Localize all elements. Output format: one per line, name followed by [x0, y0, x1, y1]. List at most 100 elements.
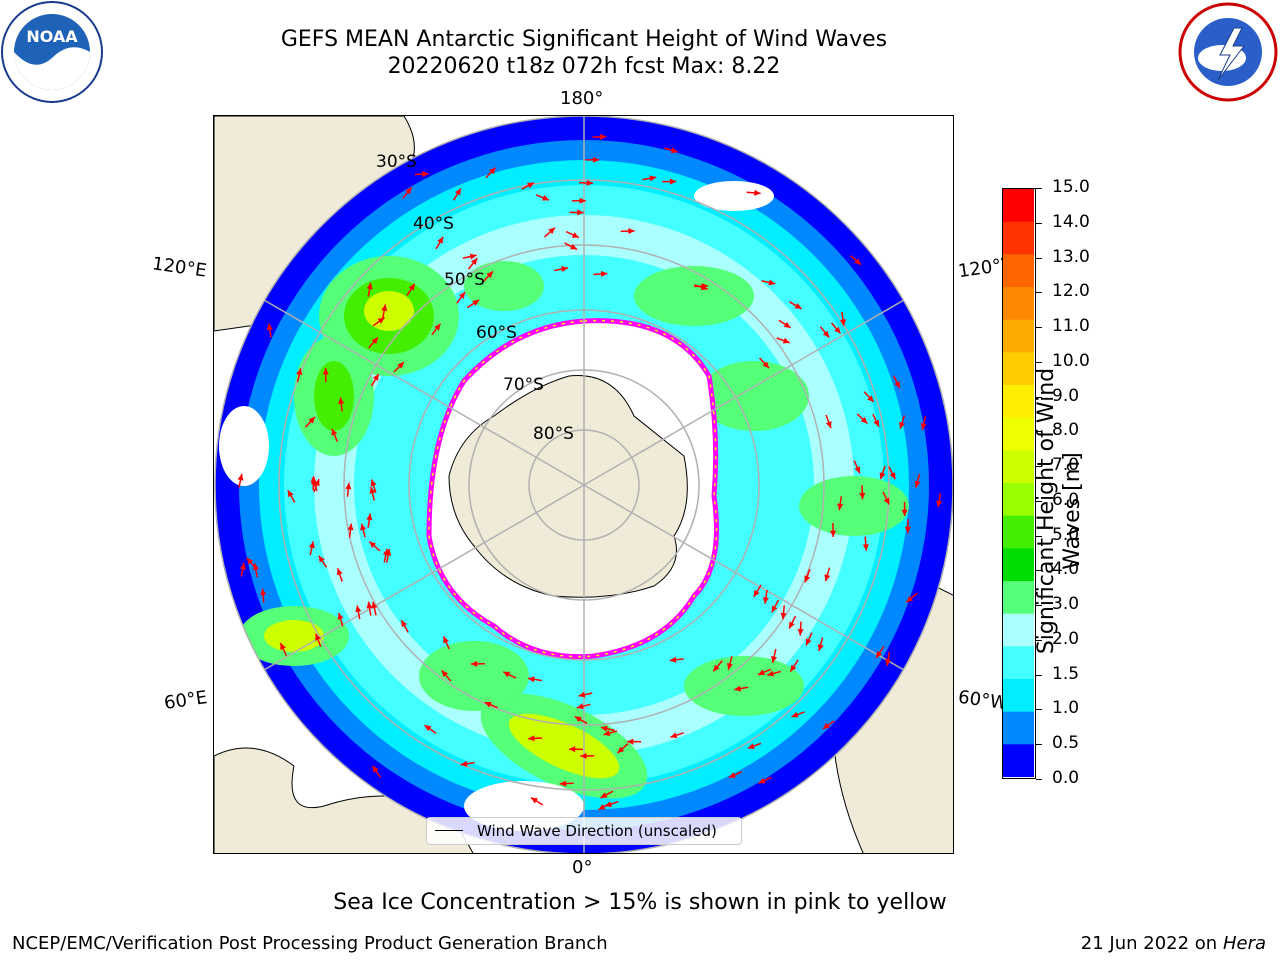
wave-arrow-head [670, 732, 678, 739]
colorbar-tick: 9.0 [1052, 385, 1080, 406]
colorbar-swatch [1003, 254, 1034, 288]
colorbar-tick-mark [1036, 744, 1042, 746]
chart-title: GEFS MEAN Antarctic Significant Height o… [280, 27, 888, 52]
wave-arrow-head [441, 670, 449, 678]
wave-arrow-head [817, 644, 824, 651]
colorbar-swatch [1003, 221, 1034, 255]
wave-arrow-head [385, 549, 392, 556]
wave-arrow-head [246, 557, 254, 565]
map-legend: Wind Wave Direction (unscaled) [426, 817, 742, 845]
wave-arrow-head [315, 633, 321, 641]
wave-arrow-head [424, 725, 432, 732]
colorbar-tick: 5.0 [1052, 524, 1080, 545]
colorbar-swatch [1003, 711, 1034, 745]
wave-arrow-head [669, 656, 677, 663]
wave-arrow-head [879, 472, 886, 480]
colorbar-tick-mark [1036, 292, 1042, 294]
wave-arrow-head [617, 746, 625, 754]
wave-arrow-head [308, 541, 315, 549]
wave-arrow-head [486, 271, 493, 278]
wave-arrow-head [586, 179, 594, 187]
wave-arrow-head [789, 621, 795, 629]
lat-label-30s: 30°S [376, 152, 417, 172]
wave-arrow-head [600, 133, 607, 140]
wave-arrow-head [576, 703, 584, 710]
wave-arrow-head [901, 509, 908, 517]
colorbar-swatch [1003, 646, 1034, 680]
wave-arrow-head [541, 194, 549, 201]
wave-arrow-head [889, 472, 896, 480]
wave-arrow-head [401, 620, 408, 628]
wave-arrow-head [600, 792, 608, 798]
wave-arrow-head [280, 642, 286, 650]
wave-arrow-head [287, 490, 294, 498]
wave-arrow-head [503, 671, 511, 678]
wave-arrow-head [322, 368, 329, 375]
colorbar-tick: 14.0 [1052, 211, 1090, 232]
wave-arrow-head [894, 381, 900, 389]
colorbar-tick-mark [1036, 674, 1042, 676]
colorbar-swatch [1003, 319, 1034, 353]
colorbar-label: Significant Height of Wind Waves [m] [1034, 341, 1086, 681]
lat-label-60s: 60°S [476, 323, 517, 343]
wave-arrow-head [598, 803, 606, 810]
wave-arrow-head [381, 304, 388, 312]
wave-arrow-head [237, 473, 244, 481]
colorbar-gradient [1003, 189, 1034, 778]
wave-arrow-head [728, 772, 736, 778]
wave-arrow-head [867, 395, 874, 402]
wave-arrow-head [669, 178, 677, 185]
colorbar-tick-mark [1036, 605, 1042, 607]
colorbar-swatch [1003, 287, 1034, 321]
wave-arrow-head [577, 209, 584, 216]
colorbar-tick-mark [1036, 570, 1042, 572]
wave-arrow-head [338, 397, 345, 405]
wave-arrow-head [885, 659, 892, 666]
wave-arrow-head [825, 421, 832, 429]
wave-arrow-head [747, 743, 755, 749]
colorbar-tick-mark [1036, 639, 1042, 641]
wave-arrow-head [579, 197, 586, 204]
wave-arrow-head [600, 725, 608, 732]
colorbar-tick-mark [1036, 222, 1042, 224]
wave-arrow-head [484, 701, 492, 708]
wave-arrow-head [443, 636, 449, 644]
lon-label-60e: 60°E [162, 687, 209, 714]
wave-arrow-head [372, 765, 379, 773]
wave-arrow-head [906, 595, 914, 603]
colorbar-tick-mark [1036, 500, 1042, 502]
wind-wave-arrows [237, 133, 943, 811]
wave-arrow-head [252, 563, 259, 571]
lon-label-120e: 120°E [150, 253, 208, 282]
wave-arrow-head [830, 530, 837, 537]
wave-arrow-head [758, 777, 766, 784]
wave-arrow-head [790, 664, 797, 672]
wave-arrow-head [726, 662, 733, 670]
colorbar-tick: 13.0 [1052, 246, 1090, 267]
host-text: Hera [1222, 933, 1266, 954]
colorbar-swatch [1003, 548, 1034, 582]
colorbar [1002, 188, 1036, 779]
wave-arrow-head [628, 228, 635, 235]
wave-arrow-head [347, 523, 354, 531]
wave-arrow-head [574, 716, 582, 723]
colorbar-tick: 1.0 [1052, 698, 1080, 719]
wave-arrow-head [578, 691, 586, 698]
wave-arrow-head [337, 612, 344, 620]
wave-arrow-head [336, 568, 343, 576]
wave-arrow-head [780, 612, 787, 620]
graticule [214, 116, 953, 853]
lon-label-180: 180° [560, 88, 604, 109]
wave-arrow-head [822, 722, 830, 729]
colorbar-swatch [1003, 385, 1034, 419]
colorbar-tick-mark [1036, 431, 1042, 433]
colorbar-swatch [1003, 515, 1034, 549]
wave-arrow-head [757, 669, 765, 676]
wave-arrow-head [458, 291, 466, 299]
colorbar-swatch [1003, 581, 1034, 615]
wave-arrow-head [310, 476, 317, 483]
wave-arrow-head [366, 513, 373, 521]
wave-arrow-head [768, 279, 776, 286]
wave-arrow-head [824, 574, 831, 582]
wave-arrow-head [627, 738, 634, 745]
